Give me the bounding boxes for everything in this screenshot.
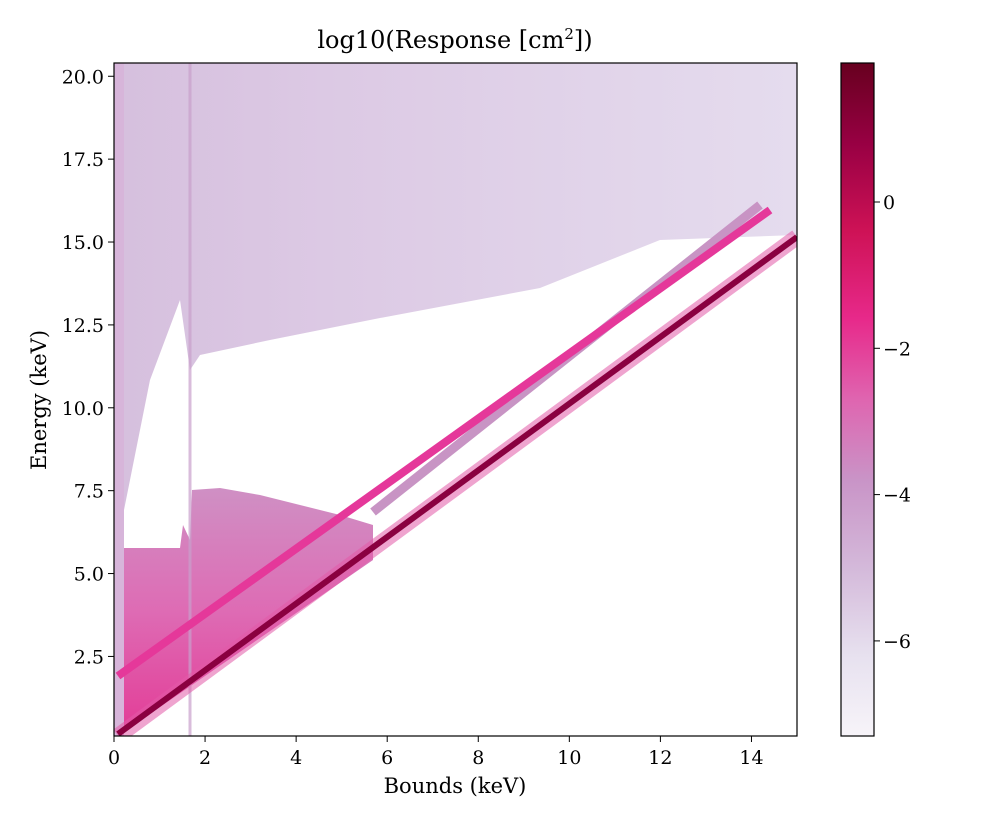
chart-title: log10(Response [cm2]) [317, 25, 592, 54]
x-axis-ticks: 0 2 4 6 8 10 12 14 [108, 736, 764, 769]
x-tick-label: 6 [381, 747, 393, 769]
x-tick-label: 10 [557, 747, 581, 769]
x-tick-label: 14 [739, 747, 763, 769]
x-axis-label: Bounds (keV) [384, 774, 527, 798]
left-strip [114, 63, 124, 736]
colorbar-tick-label: −6 [883, 631, 911, 653]
y-tick-label: 2.5 [74, 646, 104, 668]
y-tick-label: 5.0 [74, 564, 104, 586]
colorbar-ticks: 0 −2 −4 −6 [874, 192, 911, 653]
upper-background-band [122, 63, 797, 520]
y-tick-label: 17.5 [62, 149, 104, 171]
lower-continuum-region [118, 488, 373, 736]
y-tick-label: 15.0 [62, 232, 104, 254]
x-tick-label: 8 [472, 747, 484, 769]
x-tick-label: 4 [290, 747, 302, 769]
y-tick-label: 10.0 [62, 398, 104, 420]
plot-frame [113, 62, 798, 737]
x-tick-label: 2 [199, 747, 211, 769]
y-tick-label: 12.5 [62, 315, 104, 337]
colorbar [840, 62, 875, 737]
x-tick-label: 0 [108, 747, 120, 769]
y-axis-ticks: 2.5 5.0 7.5 10.0 12.5 15.0 17.5 20.0 [62, 66, 114, 668]
colorbar-tick-label: 0 [883, 192, 895, 214]
escape-line-1 [115, 206, 773, 680]
x-tick-label: 12 [648, 747, 672, 769]
colorbar-tick-label: −4 [883, 485, 911, 507]
photopeak-line [116, 234, 797, 736]
y-tick-label: 7.5 [74, 481, 104, 503]
colorbar-tick-label: −2 [883, 338, 911, 360]
heatmap-area [114, 63, 797, 736]
y-axis-label: Energy (keV) [27, 330, 51, 470]
y-tick-label: 20.0 [62, 66, 104, 88]
